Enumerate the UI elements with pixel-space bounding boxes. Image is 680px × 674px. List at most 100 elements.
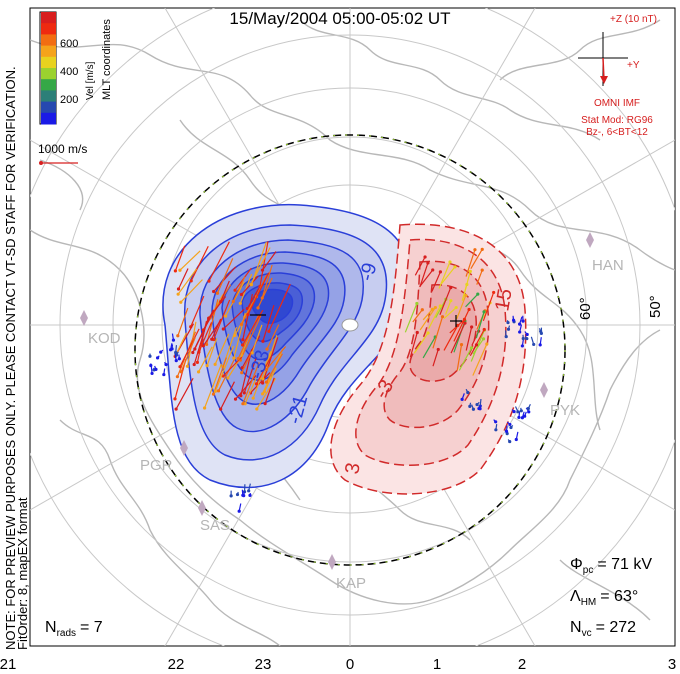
vector-line [465,249,476,277]
vector-line [453,309,470,342]
vector-line [520,407,522,411]
vector-line [265,346,287,370]
vector-line [250,241,268,285]
vector-line [175,345,178,353]
vector-line [539,337,542,345]
vector-line [242,294,253,340]
vector-line [259,241,269,287]
latitude-label: 60° [577,297,594,320]
vector-line [213,266,237,292]
vector-line [432,349,439,367]
vector-line [475,311,485,339]
mlt-tick: 22 [168,656,185,673]
vector-line [515,431,519,440]
vector-line [472,343,488,376]
imf-vector-head [600,76,608,84]
vector-line [222,356,243,377]
vector-line [456,344,463,371]
vector-line [214,345,235,392]
station-marker [80,310,88,326]
vector-line [428,305,441,329]
vector-line [476,401,480,405]
station-marker [586,232,594,248]
colorbar-tick: 600 [60,38,78,50]
vector-line [521,339,524,347]
vector-line [208,296,227,319]
mlt-tick: 0 [346,656,354,673]
stats-panel: Φpc = 71 kV ΛHM = 63° Nvc = 272 Nrads = 7 [45,556,652,639]
vector-line [177,268,189,290]
station-marker [328,554,336,570]
vector-line [514,406,519,413]
vector-line [482,292,495,322]
vector-line [250,372,271,394]
vector-line [431,271,441,292]
vector-origin [521,336,525,341]
vector-line [190,245,209,282]
vector-line [208,241,230,282]
vector-count: Nvc = 272 [570,619,636,639]
vector-line [479,399,482,407]
map-title: 15/May/2004 05:00-05:02 UT [229,9,450,28]
colorbar-label: Vel [m/s] [85,61,96,100]
vector-line [244,378,257,404]
vector-line [265,353,283,383]
imf-dial: +Z (10 nT) +Y OMNI IMF Stat Mod: RG96 Bz… [578,14,657,138]
vector-line [443,307,457,320]
station-marker [180,440,188,456]
station-label: SAS [200,517,230,534]
mlt-axis: 21 22 23 0 1 2 3 [0,656,676,673]
vector-line [242,362,260,404]
vector-line [238,503,242,512]
contour-label: -9 [356,260,382,283]
vector-line [220,381,235,410]
vector-line [213,299,231,340]
vector-line [264,377,275,404]
station-label: HAN [592,257,624,274]
vector-line [211,318,222,340]
vector-line [524,411,527,417]
vector-line [175,332,188,355]
vector-line [255,356,272,385]
vector-line [419,269,434,288]
vector-line [493,419,497,423]
vector-line [524,336,528,339]
vector-line [470,249,483,269]
colorbar-swatch [41,56,56,69]
vector-line [414,256,426,276]
vector-line [266,324,280,350]
velocity-vectors [148,241,543,513]
imf-y-label: +Y [627,60,640,71]
vector-line [530,336,535,345]
vector-line [242,309,264,346]
vector-line [261,264,273,299]
vector-line [206,299,219,345]
vector-line [232,276,246,302]
vector-line [507,325,511,330]
imf-z-label: +Z (10 nT) [610,14,657,25]
vector-line [495,424,498,430]
vector-line [216,258,234,294]
contour-label: 3 [341,461,365,476]
colorbar-swatch [41,34,56,47]
station-label: KOD [88,330,121,347]
reference-vector-label: 1000 m/s [38,142,87,156]
station-label: KAP [336,575,366,592]
vector-line [190,295,205,328]
vector-line [465,388,469,393]
vector-line [204,363,223,409]
boundary-overlay [134,134,566,566]
vector-line [175,377,194,410]
vector-line [519,324,523,333]
vector-line [419,307,436,331]
vector-line [217,357,236,392]
vector-line [443,325,459,351]
station-label: PGR [140,457,173,474]
pole-marker [341,318,359,332]
vector-line [164,361,167,365]
vector-line [471,404,474,410]
vector-line [472,338,484,355]
vector-line [470,329,485,362]
vector-line [441,266,456,284]
